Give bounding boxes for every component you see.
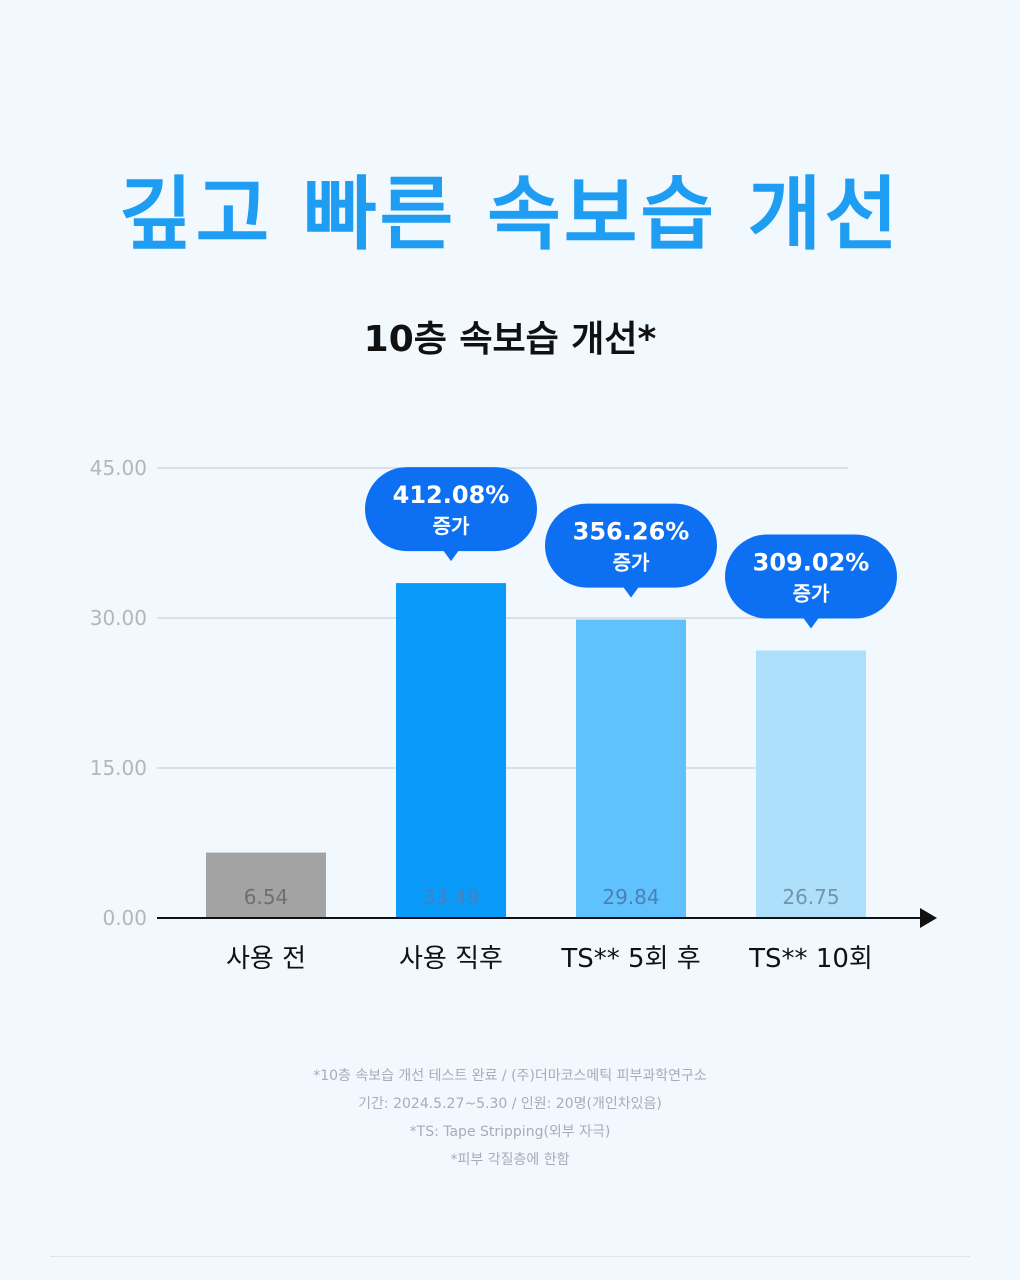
bar: [396, 583, 506, 918]
callout-pointer: [623, 586, 639, 598]
callout-pointer: [443, 550, 459, 562]
x-tick-label: TS** 5회 후: [560, 944, 700, 974]
x-tick-label: TS** 10회: [748, 944, 873, 974]
footnotes: *10층 속보습 개선 테스트 완료 / (주)더마코스메틱 피부과학연구소 기…: [0, 1062, 1020, 1174]
x-tick-label: 사용 전: [226, 944, 306, 974]
callout-pointer: [803, 617, 819, 629]
callout-bubble: [725, 534, 897, 619]
callout-label: 증가: [793, 582, 830, 606]
y-tick-label: 45.00: [90, 456, 147, 480]
bar-chart: 0.00 15.00 30.00 45.00 6.54 사용 전 33.49 사용 직후 29.…: [90, 456, 937, 974]
y-tick-label: 0.00: [102, 906, 147, 930]
bar: [576, 619, 686, 918]
callout-label: 증가: [433, 514, 470, 538]
footnote-test: *10층 속보습 개선 테스트 완료 / (주)더마코스메틱 피부과학연구소: [313, 1068, 707, 1084]
callout-bubble: [365, 467, 537, 552]
bar: [206, 852, 326, 918]
callout-percent: 412.08%: [393, 481, 510, 509]
bar-value-label: 26.75: [782, 885, 839, 909]
headline: 깊고 빠른 속보습 개선: [119, 168, 901, 261]
footnote-ts: *TS: Tape Stripping(외부 자극): [409, 1124, 611, 1140]
footnote-scope: *피부 각질층에 한함: [450, 1152, 570, 1168]
bar-value-label: 33.49: [422, 885, 479, 909]
x-tick-label: 사용 직후: [399, 944, 503, 974]
y-tick-label: 15.00: [90, 756, 147, 780]
y-tick-label: 30.00: [90, 606, 147, 630]
bar-value-label: 29.84: [602, 885, 659, 909]
chart-title: 10층 속보습 개선*: [363, 319, 657, 360]
callout-label: 증가: [613, 551, 650, 575]
bar: [756, 650, 866, 918]
x-axis-arrow: [920, 908, 937, 928]
bar-value-label: 6.54: [244, 885, 289, 909]
bottom-divider: [50, 1256, 970, 1257]
footnote-period: 기간: 2024.5.27~5.30 / 인원: 20명(개인차있음): [358, 1096, 662, 1112]
callout-bubble: [545, 503, 717, 588]
callout-percent: 356.26%: [573, 518, 690, 546]
callout-percent: 309.02%: [753, 549, 870, 577]
